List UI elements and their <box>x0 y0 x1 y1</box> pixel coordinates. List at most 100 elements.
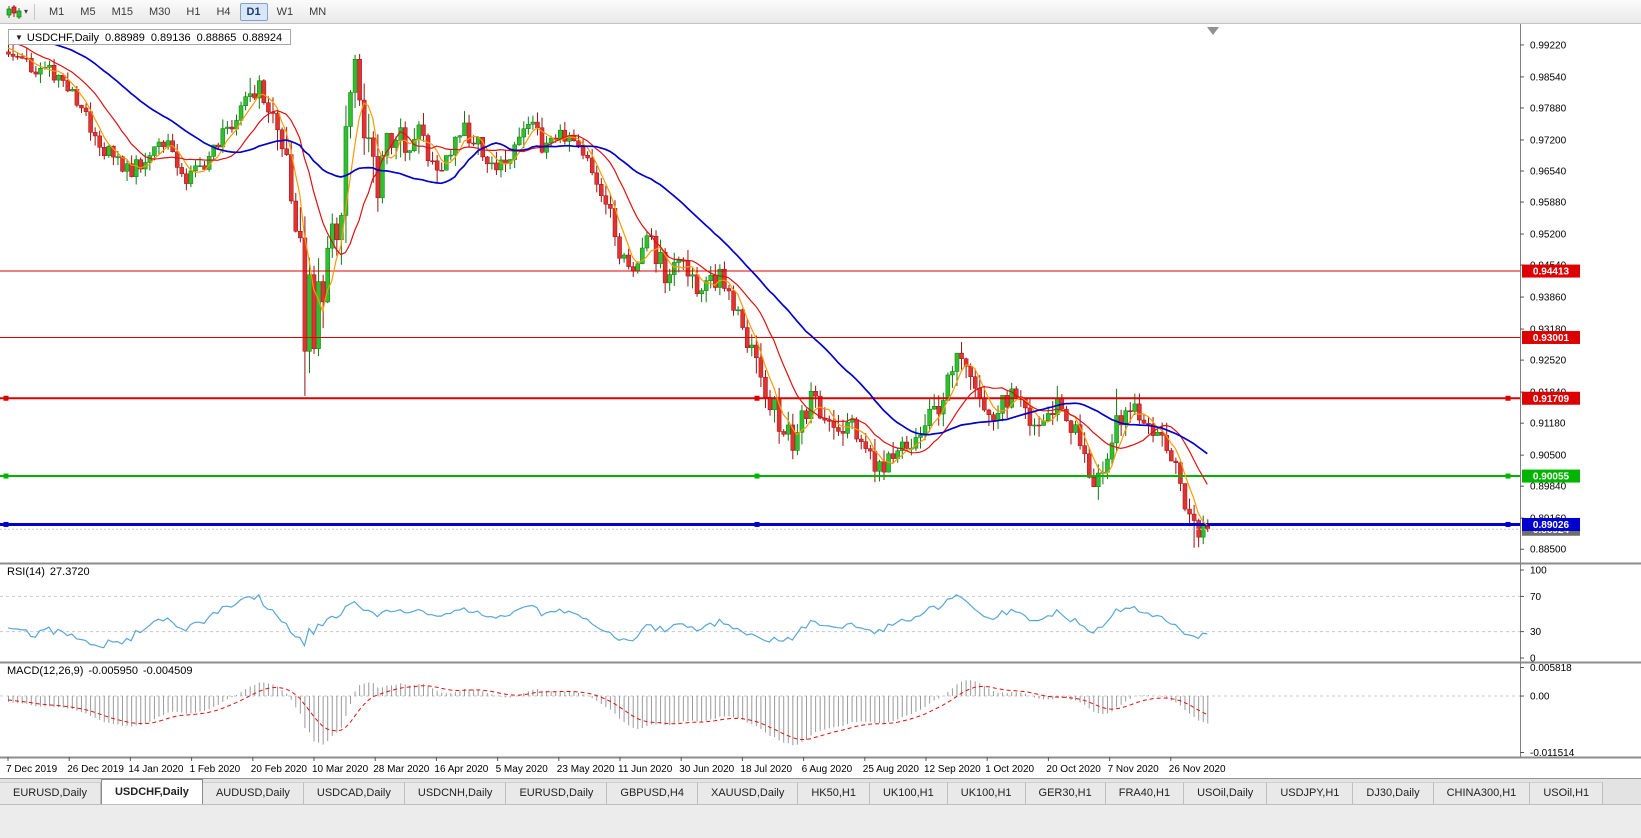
svg-text:0.95200: 0.95200 <box>1530 230 1567 241</box>
status-bar <box>0 804 1641 838</box>
mini-candles-glyph <box>6 4 22 19</box>
svg-text:0.88500: 0.88500 <box>1530 545 1567 556</box>
svg-text:0.98540: 0.98540 <box>1530 72 1567 83</box>
chart-tab-ger30-h1[interactable]: GER30,H1 <box>1025 782 1106 804</box>
svg-text:0.96540: 0.96540 <box>1530 167 1567 178</box>
line-handle[interactable] <box>754 473 760 479</box>
line-handle[interactable] <box>1505 521 1511 527</box>
chart-tab-usdcnh-daily[interactable]: USDCNH,Daily <box>404 782 507 804</box>
chart-tab-xauusd-daily[interactable]: XAUUSD,Daily <box>697 782 799 804</box>
chart-tab-usdjpy-h1[interactable]: USDJPY,H1 <box>1267 782 1354 804</box>
chart-tab-bar: EURUSD,Daily USDCHF,Daily AUDUSD,Daily USDC… <box>0 778 1641 804</box>
chart-type-icon[interactable] <box>5 4 23 20</box>
svg-text:7 Dec 2019: 7 Dec 2019 <box>6 764 58 775</box>
ohlc-open: 0.88989 <box>105 32 145 44</box>
timeframe-button-m5[interactable]: M5 <box>80 5 96 18</box>
svg-text:11 Jun 2020: 11 Jun 2020 <box>618 764 673 775</box>
svg-text:0: 0 <box>1530 654 1536 665</box>
top-toolbar: ▾ M1 M5 M15 M30 H1 H4 D1 W1 MN <box>0 0 1641 24</box>
svg-text:26 Nov 2020: 26 Nov 2020 <box>1169 764 1226 775</box>
svg-text:16 Apr 2020: 16 Apr 2020 <box>434 764 488 775</box>
chart-tab-usoil-daily[interactable]: USOil,Daily <box>1184 782 1268 804</box>
macd-signal-line <box>7 685 1208 741</box>
svg-text:0.97880: 0.97880 <box>1530 103 1567 114</box>
macd-histogram <box>8 680 1209 746</box>
svg-text:0.89840: 0.89840 <box>1530 482 1567 493</box>
chart-type-dropdown-caret[interactable]: ▾ <box>24 7 29 16</box>
timeframe-button-h1[interactable]: H1 <box>186 5 201 18</box>
macd-indicator-label: MACD(12,26,9) -0.005950 -0.004509 <box>7 665 193 677</box>
svg-text:0.89026: 0.89026 <box>1533 520 1570 531</box>
chart-tab-eurusd-daily[interactable]: EURUSD,Daily <box>0 782 101 804</box>
line-handle[interactable] <box>3 521 9 527</box>
macd-signal-value: -0.004509 <box>142 665 193 677</box>
macd-name: MACD(12,26,9) <box>7 665 84 677</box>
chart-tab-gbpusd-h4[interactable]: GBPUSD,H4 <box>607 782 698 804</box>
horizontal-lines[interactable] <box>0 270 1520 527</box>
timeframe-button-mn[interactable]: MN <box>309 5 327 18</box>
svg-text:0.93001: 0.93001 <box>1533 333 1570 344</box>
chart-tab-usdcad-daily[interactable]: USDCAD,Daily <box>303 782 405 804</box>
svg-text:0.93860: 0.93860 <box>1530 293 1567 304</box>
svg-text:0.00: 0.00 <box>1530 692 1550 703</box>
time-axis[interactable]: 7 Dec 2019 26 Dec 2019 14 Jan 2020 1 Feb 20… <box>6 757 1226 775</box>
timeframe-button-m15[interactable]: M15 <box>111 5 133 18</box>
macd-panel: 0.005818 0.00 -0.011514 <box>0 663 1575 759</box>
timeframe-button-m1[interactable]: M1 <box>49 5 65 18</box>
chart-tab-uk100-h1[interactable]: UK100,H1 <box>947 782 1026 804</box>
chart-tab-china300-h1[interactable]: CHINA300,H1 <box>1433 782 1531 804</box>
svg-text:20 Oct 2020: 20 Oct 2020 <box>1046 764 1101 775</box>
collapse-arrow-icon[interactable]: ▼ <box>15 33 23 42</box>
svg-text:20 Feb 2020: 20 Feb 2020 <box>251 764 308 775</box>
line-handle[interactable] <box>754 521 760 527</box>
timeframe-button-h4[interactable]: H4 <box>216 5 231 18</box>
svg-text:30 Jun 2020: 30 Jun 2020 <box>679 764 734 775</box>
medium-ma <box>7 39 1208 485</box>
chart-shift-marker-icon <box>1207 27 1219 35</box>
chart-tab-fra40-h1[interactable]: FRA40,H1 <box>1105 782 1185 804</box>
svg-text:14 Jan 2020: 14 Jan 2020 <box>128 764 183 775</box>
chart-tab-hk50-h1[interactable]: HK50,H1 <box>798 782 870 804</box>
svg-text:26 Dec 2019: 26 Dec 2019 <box>67 764 124 775</box>
timeframe-button-d1[interactable]: D1 <box>239 2 268 21</box>
chart-symbol-label: USDCHF,Daily <box>26 32 100 44</box>
line-handle[interactable] <box>3 473 9 479</box>
rsi-line <box>7 593 1208 649</box>
line-handle[interactable] <box>1505 473 1511 479</box>
svg-text:1 Feb 2020: 1 Feb 2020 <box>190 764 241 775</box>
svg-text:1 Oct 2020: 1 Oct 2020 <box>985 764 1034 775</box>
price-axis[interactable]: 0.99220 0.98540 0.97880 0.97200 0.96540 0.958… <box>1520 40 1580 556</box>
svg-text:5 May 2020: 5 May 2020 <box>496 764 549 775</box>
rsi-panel: 100 70 30 0 <box>0 566 1547 665</box>
chart-area[interactable]: 0.99220 0.98540 0.97880 0.97200 0.96540 0.958… <box>0 24 1641 778</box>
chart-tab-usdchf-daily[interactable]: USDCHF,Daily <box>100 779 203 804</box>
svg-text:30: 30 <box>1530 627 1542 638</box>
svg-text:0.005818: 0.005818 <box>1530 663 1572 674</box>
chart-tab-uk100-h1[interactable]: UK100,H1 <box>869 782 948 804</box>
chart-title: ▼ USDCHF,Daily 0.88989 0.89136 0.88865 0.8892… <box>8 29 292 45</box>
svg-text:-0.011514: -0.011514 <box>1530 748 1575 759</box>
svg-text:10 Mar 2020: 10 Mar 2020 <box>312 764 369 775</box>
chart-tab-dj30-daily[interactable]: DJ30,Daily <box>1353 782 1434 804</box>
ohlc-high: 0.89136 <box>150 32 191 44</box>
chart-tab-eurusd-daily[interactable]: EURUSD,Daily <box>506 782 608 804</box>
timeframe-buttons: M1 M5 M15 M30 H1 H4 D1 W1 MN <box>41 2 334 21</box>
rsi-value: 27.3720 <box>49 566 90 578</box>
svg-text:0.95880: 0.95880 <box>1530 198 1567 209</box>
slow-ma <box>7 31 1208 455</box>
timeframe-button-w1[interactable]: W1 <box>276 5 294 18</box>
svg-text:6 Aug 2020: 6 Aug 2020 <box>802 764 853 775</box>
chart-tab-audusd-daily[interactable]: AUDUSD,Daily <box>202 782 304 804</box>
timeframe-button-m30[interactable]: M30 <box>148 5 171 18</box>
line-handle[interactable] <box>1505 395 1511 401</box>
line-handle[interactable] <box>3 395 9 401</box>
line-handle[interactable] <box>754 395 760 401</box>
rsi-indicator-label: RSI(14) 27.3720 <box>7 566 90 578</box>
svg-text:100: 100 <box>1530 566 1547 577</box>
svg-text:0.92520: 0.92520 <box>1530 356 1567 367</box>
macd-value: -0.005950 <box>88 665 138 677</box>
chart-tab-usoil-h1[interactable]: USOil,H1 <box>1530 782 1604 804</box>
price-chart-svg[interactable]: 0.99220 0.98540 0.97880 0.97200 0.96540 0.958… <box>0 24 1641 778</box>
svg-text:18 Jul 2020: 18 Jul 2020 <box>740 764 792 775</box>
ohlc-close: 0.88924 <box>242 32 283 44</box>
